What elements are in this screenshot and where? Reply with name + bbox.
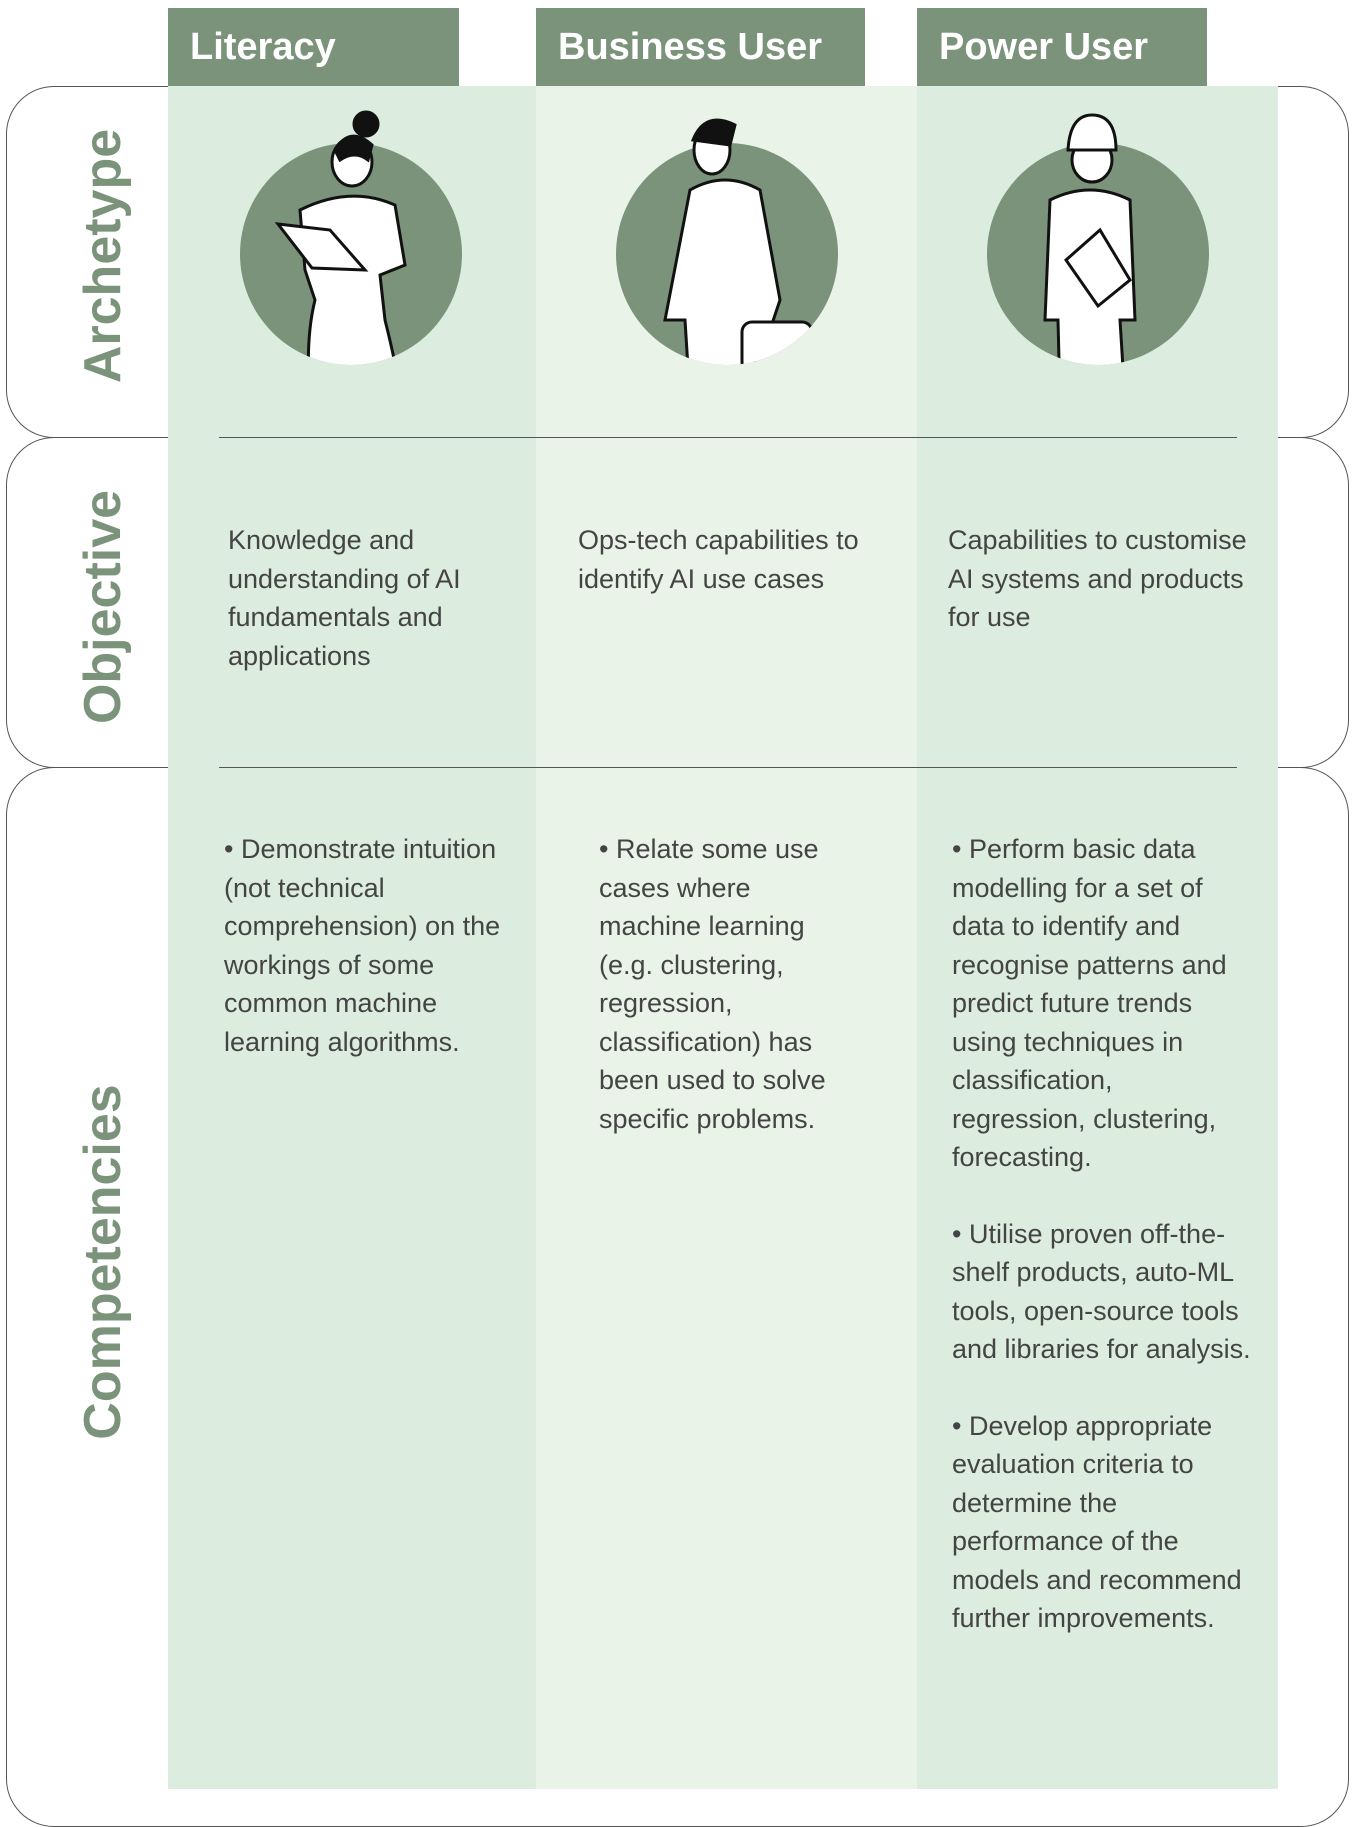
competency: • Utilise proven off-the-shelf products,… <box>952 1218 1251 1365</box>
competency-list: • Relate some use cases where machine le… <box>599 830 849 1176</box>
divider <box>219 437 1237 438</box>
page: {"rows": ["Archetype", "Objective", "Com… <box>6 8 1349 1827</box>
competency: • Demonstrate intuition (not technical c… <box>224 834 501 1057</box>
illustrations <box>240 110 1209 365</box>
competency: • Develop appropriate evaluation criteri… <box>952 1410 1242 1634</box>
row-label: Objective <box>74 489 132 725</box>
business-user-figure <box>616 118 838 365</box>
objective-text: Capabilities to customise AI systems and… <box>948 525 1247 632</box>
power-user-figure <box>987 113 1209 365</box>
column-bg <box>917 86 1278 1789</box>
column-bg <box>536 86 917 1789</box>
column-header: Literacy <box>168 8 459 86</box>
objective-text: Ops-tech capabilities to identify AI use… <box>578 525 859 594</box>
literacy-figure <box>240 110 462 365</box>
competency: • Perform basic data modelling for a set… <box>952 834 1227 1172</box>
column-header: Business User <box>536 8 865 86</box>
competency: • Relate some use cases where machine le… <box>599 834 826 1134</box>
objective-text: Knowledge and understanding of AI fundam… <box>228 525 461 671</box>
competency-list: • Perform basic data modelling for a set… <box>952 830 1252 1676</box>
column-header: Power User <box>917 8 1207 86</box>
column-bg <box>168 86 536 1789</box>
row-label: Competencies <box>74 1084 132 1440</box>
divider <box>219 767 1237 768</box>
competency-list: • Demonstrate intuition (not technical c… <box>224 830 514 1099</box>
